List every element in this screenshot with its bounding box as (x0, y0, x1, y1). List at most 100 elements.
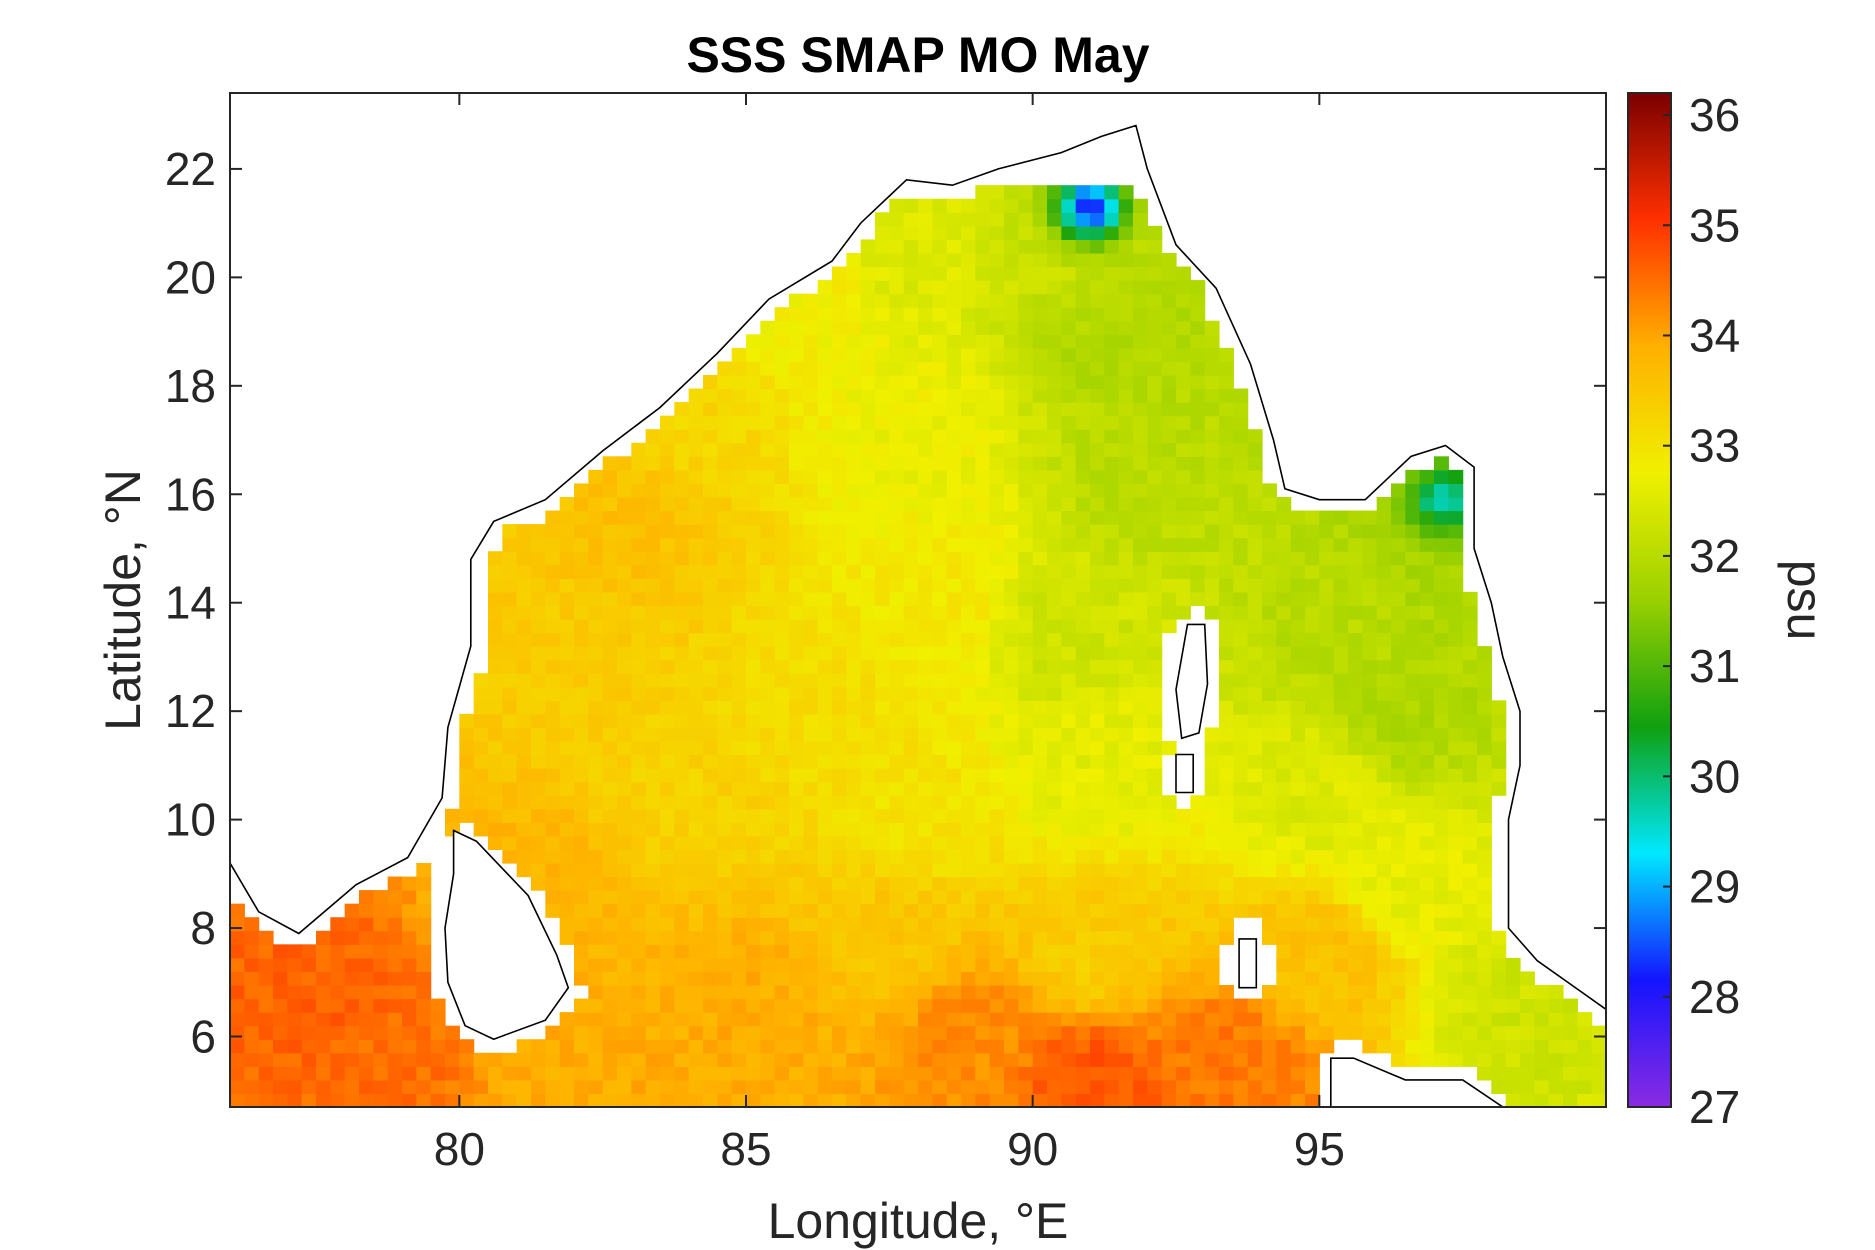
grid-cell (817, 944, 833, 959)
grid-cell (918, 618, 933, 634)
grid-cell (889, 971, 905, 986)
grid-cell (1075, 374, 1091, 390)
grid-cell (731, 795, 747, 810)
grid-cell (989, 944, 1005, 959)
grid-cell (1061, 564, 1077, 579)
grid-cell (817, 320, 833, 335)
grid-cell (1018, 1093, 1034, 1107)
grid-cell (774, 307, 790, 322)
grid-cell (903, 225, 919, 241)
grid-cell (932, 1066, 948, 1081)
grid-cell (875, 239, 890, 254)
grid-cell (989, 1025, 1005, 1040)
grid-cell (789, 835, 804, 851)
grid-cell (1133, 551, 1148, 566)
grid-cell (502, 564, 518, 579)
grid-cell (760, 564, 776, 579)
grid-cell (875, 537, 890, 552)
grid-cell (746, 632, 761, 647)
x-axis-label: Longitude, °E (768, 1193, 1069, 1249)
grid-cell (1333, 957, 1349, 973)
grid-cell (1204, 862, 1220, 878)
grid-cell (1247, 1093, 1263, 1107)
grid-cell (918, 524, 933, 539)
grid-cell (1075, 822, 1091, 837)
grid-cell (846, 1079, 862, 1095)
grid-cell (903, 307, 919, 322)
grid-cell (602, 1012, 618, 1027)
grid-cell (1090, 1025, 1105, 1040)
grid-cell (645, 469, 661, 485)
grid-cell (387, 917, 403, 932)
grid-cell (846, 618, 862, 634)
grid-cell (1147, 903, 1163, 918)
grid-cell (1477, 727, 1492, 742)
grid-cell (1577, 1012, 1593, 1027)
grid-cell (1090, 1093, 1105, 1107)
grid-cell (1147, 239, 1163, 254)
grid-cell (545, 524, 561, 539)
grid-cell (1491, 781, 1507, 796)
grid-cell (1219, 903, 1234, 918)
grid-cell (889, 930, 905, 945)
grid-cell (1391, 537, 1406, 552)
grid-cell (617, 754, 632, 769)
grid-cell (789, 971, 804, 986)
grid-cell (1104, 469, 1120, 485)
grid-cell (1104, 280, 1120, 295)
grid-cell (774, 605, 790, 620)
grid-cell (1233, 1039, 1249, 1054)
grid-cell (889, 1093, 905, 1107)
grid-cell (1448, 496, 1464, 512)
grid-cell (889, 483, 905, 498)
grid-cell (903, 632, 919, 647)
grid-cell (731, 524, 747, 539)
grid-cell (1176, 605, 1191, 620)
grid-cell (459, 727, 475, 742)
grid-cell (1262, 510, 1277, 525)
grid-cell (660, 442, 675, 457)
grid-cell (961, 456, 976, 471)
grid-cell (817, 496, 833, 512)
grid-cell (1233, 456, 1249, 471)
grid-cell (918, 849, 933, 864)
grid-cell (860, 673, 876, 688)
grid-cell (717, 551, 733, 566)
grid-cell (989, 646, 1005, 661)
grid-cell (774, 1039, 790, 1054)
grid-cell (602, 686, 618, 701)
grid-cell (817, 510, 833, 525)
grid-cell (1104, 537, 1120, 552)
grid-cell (961, 1079, 976, 1095)
grid-cell (1247, 673, 1263, 688)
grid-cell (746, 849, 761, 864)
grid-cell (803, 578, 819, 593)
grid-cell (1491, 957, 1507, 973)
grid-cell (1419, 618, 1435, 634)
salinity-grid (230, 185, 1606, 1107)
grid-cell (502, 605, 518, 620)
grid-cell (674, 822, 690, 837)
grid-cell (1032, 198, 1048, 213)
grid-cell (760, 984, 776, 1000)
grid-cell (1348, 591, 1363, 607)
grid-cell (1448, 700, 1464, 715)
grid-cell (588, 591, 604, 607)
grid-cell (1348, 686, 1363, 701)
grid-cell (1391, 1039, 1406, 1054)
grid-cell (1018, 334, 1034, 349)
grid-cell (803, 551, 819, 566)
grid-cell (1419, 469, 1435, 485)
grid-cell (531, 808, 546, 823)
grid-cell (760, 456, 776, 471)
grid-cell (989, 591, 1005, 607)
grid-cell (1247, 469, 1263, 485)
grid-cell (1405, 1012, 1421, 1027)
grid-cell (903, 713, 919, 729)
grid-cell (1233, 659, 1249, 674)
grid-cell (946, 686, 962, 701)
grid-cell (1434, 537, 1449, 552)
grid-cell (1462, 768, 1478, 783)
grid-cell (975, 944, 991, 959)
grid-cell (545, 1025, 561, 1040)
